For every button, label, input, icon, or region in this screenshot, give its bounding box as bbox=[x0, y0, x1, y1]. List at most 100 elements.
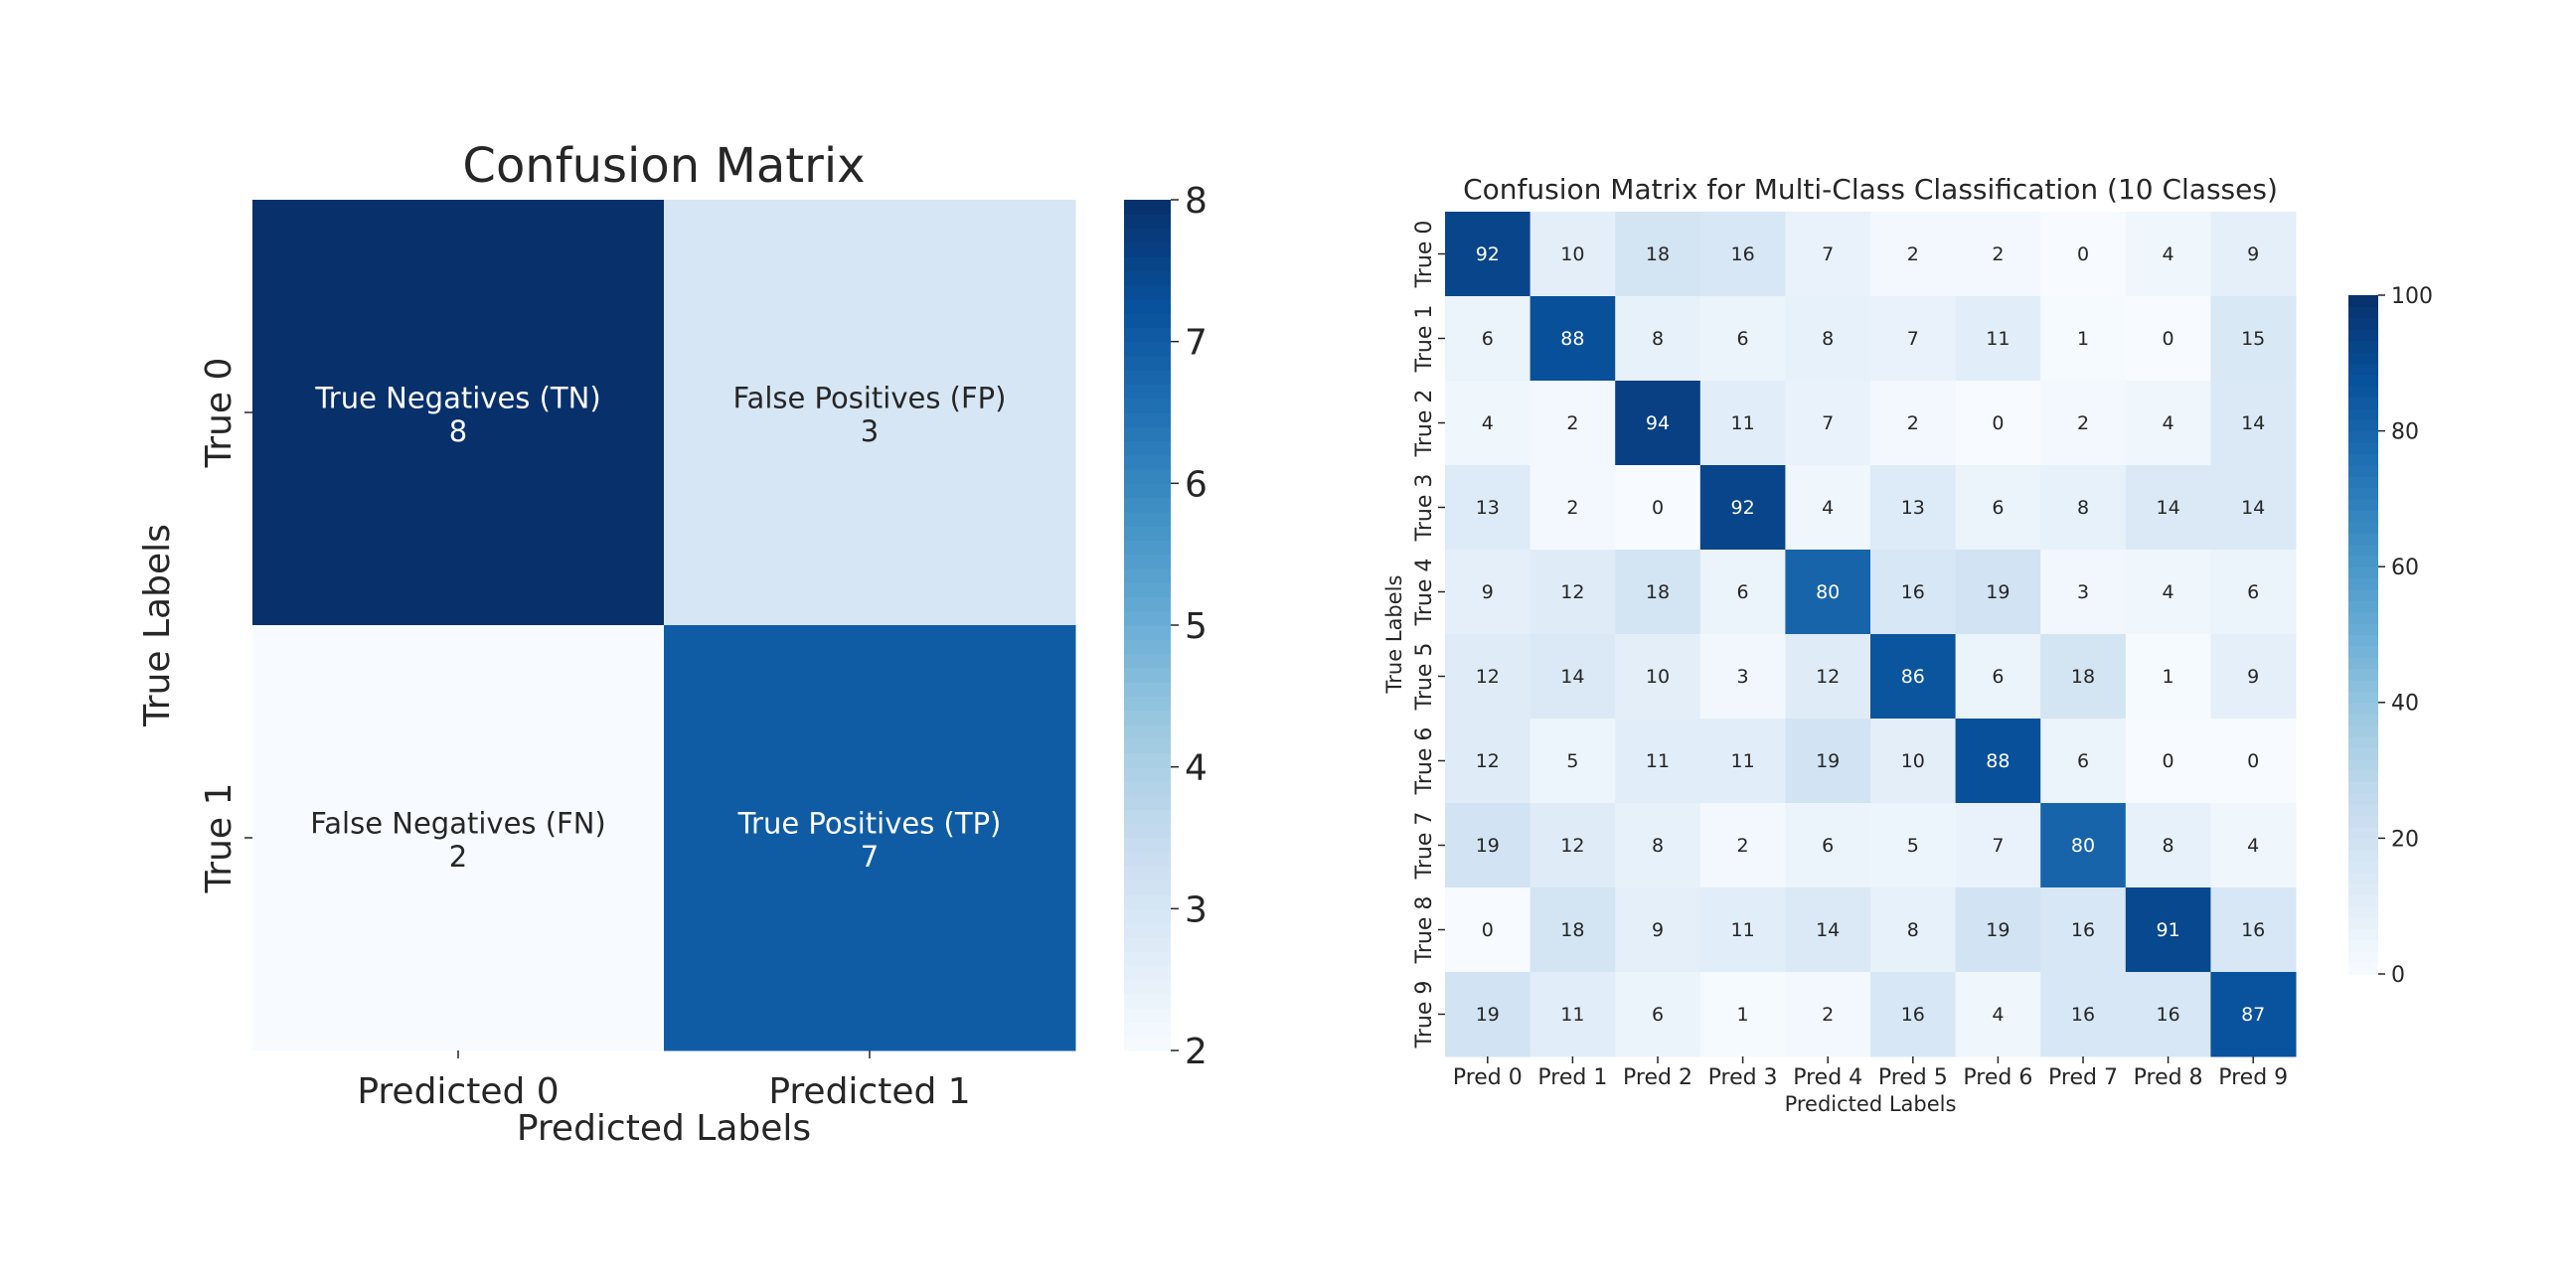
heatmap-cell bbox=[1955, 803, 2041, 888]
colorbar-segment bbox=[2348, 317, 2378, 330]
heatmap-cell bbox=[1870, 803, 1957, 888]
y-tick-label: True 8 bbox=[1412, 896, 1437, 965]
colorbar-segment bbox=[1124, 965, 1171, 981]
heatmap-cell bbox=[1530, 972, 1616, 1057]
colorbar-segment bbox=[1124, 554, 1171, 569]
heatmap-cell bbox=[1785, 887, 1871, 973]
cell-value: 92 bbox=[1731, 497, 1755, 519]
colorbar-segment bbox=[1124, 823, 1171, 839]
heatmap-cell bbox=[2125, 296, 2211, 382]
heatmap-cell bbox=[664, 200, 1076, 626]
heatmap-cell bbox=[1785, 803, 1871, 888]
cell-value: 9 bbox=[1652, 919, 1664, 941]
colorbar-segment bbox=[1124, 852, 1171, 868]
colorbar-segment bbox=[1124, 567, 1171, 583]
cell-value: 10 bbox=[1646, 666, 1670, 688]
colorbar-segment bbox=[1124, 270, 1171, 286]
y-axis-label: True Labels bbox=[1382, 575, 1406, 695]
annotation-line: True Positives (TP) bbox=[737, 807, 1002, 841]
colorbar-segment bbox=[2348, 849, 2378, 862]
colorbar-segment bbox=[1124, 610, 1171, 626]
colorbar-segment bbox=[1124, 809, 1171, 825]
cell-value: 14 bbox=[2241, 497, 2265, 519]
heatmap-cell bbox=[2210, 719, 2297, 804]
heatmap-cell bbox=[1870, 634, 1957, 720]
cell-value: 12 bbox=[1560, 581, 1584, 603]
colorbar-segment bbox=[2348, 815, 2378, 828]
cell-value: 8 bbox=[1652, 835, 1664, 857]
heatmap-cell bbox=[664, 625, 1076, 1051]
colorbar-tick-label: 4 bbox=[1185, 748, 1208, 789]
colorbar-segment bbox=[1124, 228, 1171, 243]
heatmap-cell bbox=[1615, 212, 1701, 297]
heatmap-cell bbox=[1615, 719, 1701, 804]
colorbar-tick-label: 3 bbox=[1185, 889, 1208, 930]
heatmap-cell bbox=[1615, 803, 1701, 888]
annotation-line: 3 bbox=[861, 414, 879, 448]
colorbar-segment bbox=[2348, 600, 2378, 613]
colorbar-segment bbox=[2348, 533, 2378, 546]
cell-value: 11 bbox=[1731, 750, 1755, 772]
cell-value: 16 bbox=[1901, 1004, 1925, 1026]
cell-value: 6 bbox=[1482, 328, 1494, 350]
x-tick-label: Pred 4 bbox=[1793, 1065, 1862, 1090]
heatmap-cell bbox=[2210, 887, 2297, 973]
colorbar-segment bbox=[2348, 657, 2378, 670]
heatmap-cell bbox=[1955, 887, 2041, 973]
colorbar-segment bbox=[2348, 453, 2378, 466]
colorbar-segment bbox=[1124, 993, 1171, 1009]
heatmap-cell bbox=[1785, 634, 1871, 720]
colorbar-segment bbox=[1124, 696, 1171, 712]
colorbar-segment bbox=[2348, 928, 2378, 941]
heatmap-cell bbox=[252, 200, 665, 626]
heatmap-cell bbox=[1955, 634, 2041, 720]
x-tick-label: Pred 6 bbox=[1963, 1065, 2032, 1090]
heatmap-cell bbox=[1955, 972, 2041, 1057]
colorbar-segment bbox=[2348, 577, 2378, 590]
colorbar-tick-label: 0 bbox=[2391, 963, 2405, 988]
cell-value: 86 bbox=[1901, 666, 1925, 688]
colorbar-segment bbox=[2348, 498, 2378, 511]
heatmap-cell bbox=[2040, 550, 2127, 635]
colorbar-segment bbox=[1124, 1022, 1171, 1038]
cell-value: 0 bbox=[2077, 243, 2089, 265]
colorbar-segment bbox=[2348, 804, 2378, 817]
colorbar-segment bbox=[1124, 469, 1171, 484]
heatmap-cell bbox=[1955, 465, 2041, 551]
colorbar-segment bbox=[1124, 752, 1171, 768]
cell-value: 5 bbox=[1907, 835, 1919, 857]
colorbar: 0 20 40 60 80 100 bbox=[2348, 284, 2433, 988]
cell-value: 19 bbox=[1986, 581, 2010, 603]
cell-value: 2 bbox=[1907, 243, 1919, 265]
cell-value: 13 bbox=[1901, 497, 1925, 519]
x-tick-label: Pred 7 bbox=[2048, 1065, 2118, 1090]
heatmap-cell bbox=[1615, 465, 1701, 551]
cell-annotation: False Negatives (FN) 2 bbox=[310, 807, 606, 874]
colorbar-segment bbox=[2348, 702, 2378, 715]
colorbar-segment bbox=[1124, 412, 1171, 427]
heatmap-cell bbox=[2125, 465, 2211, 551]
cell-value: 0 bbox=[2247, 750, 2259, 772]
colorbar-segment bbox=[2348, 374, 2378, 387]
x-tick-label: Pred 8 bbox=[2134, 1065, 2203, 1090]
cell-value: 6 bbox=[1737, 328, 1749, 350]
colorbar-segment bbox=[2348, 386, 2378, 399]
colorbar-segment bbox=[2348, 758, 2378, 771]
cell-value: 16 bbox=[1901, 581, 1925, 603]
heatmap-cell bbox=[1955, 296, 2041, 382]
heatmap-cell bbox=[2210, 465, 2297, 551]
colorbar-segment bbox=[1124, 653, 1171, 669]
heatmap-cell bbox=[1955, 550, 2041, 635]
colorbar-segment bbox=[1124, 625, 1171, 640]
cell-value: 2 bbox=[1992, 243, 2004, 265]
heatmap-cell bbox=[1615, 634, 1701, 720]
colorbar-segment bbox=[1124, 497, 1171, 513]
cell-value: 12 bbox=[1476, 666, 1500, 688]
colorbar-segment bbox=[2348, 407, 2378, 420]
heatmap-cell bbox=[1699, 381, 1786, 466]
heatmap-cell bbox=[1699, 550, 1786, 635]
colorbar-segment bbox=[1124, 1008, 1171, 1024]
heatmap-cell bbox=[1870, 719, 1957, 804]
colorbar-segment bbox=[1124, 440, 1171, 456]
cell-value: 3 bbox=[2077, 581, 2089, 603]
